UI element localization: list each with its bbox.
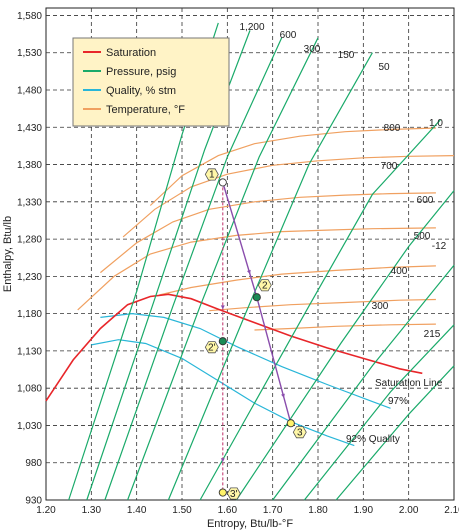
state-point-label: 2	[262, 281, 268, 292]
pressure-line	[127, 37, 319, 501]
pressure-line-label: 1.0	[429, 118, 443, 129]
saturation-line	[45, 293, 423, 402]
legend: Saturation Pressure, psig Quality, % stm Te…	[72, 37, 230, 127]
y-tick-label: 1,030	[17, 421, 42, 432]
pressure-line-label: 300	[304, 44, 321, 55]
line-labels: 1,200 600 300 150 50 1.0 -12 800 700 600 500 400 300…	[239, 22, 446, 445]
state-point-badge	[204, 341, 219, 354]
y-tick-label: 1,580	[17, 11, 42, 22]
state-point-label: 1	[209, 170, 215, 181]
saturation-curve	[45, 293, 423, 402]
quality-line-label: 92% Quality	[346, 434, 400, 445]
legend-label: Temperature, °F	[106, 104, 185, 116]
x-tick-label: 1.60	[218, 505, 238, 516]
state-point	[218, 488, 227, 497]
x-tick-label: 1.80	[308, 505, 328, 516]
pressure-line	[167, 52, 373, 501]
temperature-line	[209, 298, 436, 312]
y-axis-label: Enthalpy, Btu/lb	[2, 216, 14, 292]
state-point	[218, 337, 227, 346]
x-axis-label: Entropy, Btu/lb-°F	[207, 518, 293, 530]
ideal-arrow	[220, 305, 225, 310]
x-tick-label: 1.40	[127, 505, 147, 516]
process-arrow	[246, 269, 251, 275]
quality-line	[100, 312, 391, 409]
quality-line-label: 97%	[388, 396, 408, 407]
y-tick-label: 1,080	[17, 384, 42, 395]
y-tick-label: 1,130	[17, 346, 42, 357]
temperature-lines	[77, 127, 455, 331]
ideal-arrow	[220, 458, 225, 463]
state-points: 1 2 2' 3 3'	[204, 168, 307, 500]
x-tick-label: 1.90	[354, 505, 374, 516]
grid	[46, 8, 454, 500]
pressure-line-label: 1,200	[239, 22, 264, 33]
y-tick-label: 930	[25, 496, 42, 507]
pressure-line	[272, 264, 455, 501]
pressure-line-label: 600	[280, 30, 297, 41]
legend-label: Pressure, psig	[106, 66, 176, 78]
process-arrow	[281, 393, 285, 399]
state-point-label: 2'	[208, 343, 216, 354]
state-point	[252, 293, 261, 302]
x-tick-label: 1.70	[263, 505, 283, 516]
state-point-badge	[204, 168, 219, 181]
y-tick-label: 1,480	[17, 86, 42, 97]
state-point-badge	[292, 426, 307, 439]
x-tick-label: 2.00	[399, 505, 419, 516]
x-tick-label: 1.30	[82, 505, 102, 516]
y-tick-label: 1,380	[17, 160, 42, 171]
state-point-badge	[226, 487, 241, 500]
x-tick-label: 1.20	[36, 505, 56, 516]
state-point	[218, 178, 227, 187]
state-point	[286, 419, 295, 428]
pressure-line-label: 50	[378, 62, 390, 73]
temperature-line-label: 600	[417, 195, 434, 206]
temperature-line	[159, 265, 436, 296]
y-tick-labels: 930 980 1,030 1,080 1,130 1,180 1,230 1,280 1,33…	[17, 11, 42, 507]
pressure-line	[199, 119, 441, 501]
legend-label: Saturation	[106, 47, 156, 59]
y-tick-label: 1,330	[17, 197, 42, 208]
pressure-line	[303, 324, 455, 501]
state-point-label: 3'	[230, 489, 238, 500]
saturation-line-label: Saturation Line	[375, 378, 443, 389]
y-tick-label: 980	[25, 458, 42, 469]
x-tick-label: 1.50	[172, 505, 192, 516]
temperature-line-label: 700	[381, 161, 398, 172]
y-tick-label: 1,280	[17, 235, 42, 246]
temperature-line	[149, 127, 436, 206]
x-tick-labels: 1.20 1.30 1.40 1.50 1.60 1.70 1.80 1.90 2.00 2.10	[36, 505, 459, 516]
pressure-line-label: 150	[338, 50, 355, 61]
pressure-line	[104, 37, 283, 501]
temperature-line-label: 800	[384, 123, 401, 134]
temperature-line-label: 215	[424, 329, 441, 340]
temperature-line-label: 500	[414, 231, 431, 242]
temperature-line-label: 400	[391, 266, 408, 277]
y-tick-label: 1,530	[17, 48, 42, 59]
state-point-badge	[257, 279, 272, 292]
temperature-line	[77, 227, 436, 311]
temperature-line	[122, 155, 455, 238]
y-tick-label: 1,230	[17, 272, 42, 283]
y-tick-label: 1,180	[17, 309, 42, 320]
pressure-line-label: -12	[432, 241, 447, 252]
x-tick-label: 2.10	[444, 505, 459, 516]
y-tick-label: 1,430	[17, 123, 42, 134]
legend-label: Quality, % stm	[106, 85, 176, 97]
temperature-line-label: 300	[372, 301, 389, 312]
pressure-line	[335, 365, 455, 501]
temperature-line	[100, 192, 436, 274]
state-point-label: 3	[297, 428, 303, 439]
